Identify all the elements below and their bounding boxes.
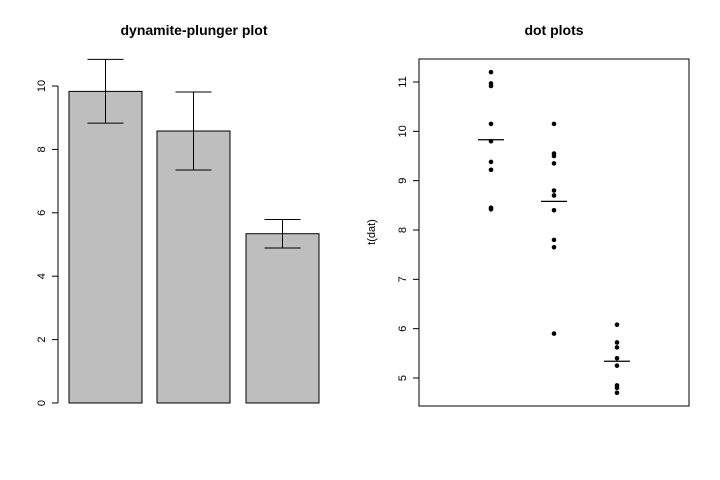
- dot-point: [614, 345, 620, 350]
- bar-marks: [68, 58, 320, 404]
- dot-point: [488, 159, 494, 165]
- bar: [156, 130, 231, 404]
- bar-y-tick-label: 2: [36, 337, 48, 343]
- dot-point: [488, 69, 494, 75]
- bar-y-tick-label: 10: [36, 80, 48, 92]
- dot-point: [551, 188, 557, 193]
- dot-point: [551, 121, 557, 127]
- bar-y-tick-label: 6: [36, 210, 48, 216]
- dot-y-tick-label: 7: [397, 276, 409, 282]
- bar-y-axis: 0 2 4 6 8 10: [36, 80, 59, 406]
- dot-point: [551, 193, 557, 198]
- bar-y-tick-label: 4: [36, 273, 48, 279]
- dot-plot-y-axis-label: t(dat): [366, 219, 378, 245]
- dot-point: [551, 331, 557, 336]
- dot-y-axis: 5 6 7 8 9 10 11: [397, 76, 419, 381]
- bar-chart-title: dynamite-plunger plot: [121, 22, 268, 38]
- dot-plot-panel: dot plots t(dat) 5 6 7 8 9 10 11: [366, 22, 690, 407]
- dot-point: [614, 355, 620, 361]
- dot-y-tick-label: 8: [397, 227, 409, 233]
- dot-point: [551, 153, 557, 159]
- bar-y-tick-label: 8: [36, 146, 48, 152]
- bar: [68, 90, 143, 404]
- bar-y-tick-label: 0: [36, 400, 48, 406]
- dot-y-tick-label: 6: [397, 326, 409, 332]
- dot-point: [551, 244, 557, 250]
- dot-point: [614, 385, 620, 391]
- bar: [245, 233, 320, 404]
- dot-point: [614, 340, 620, 345]
- dot-y-tick-label: 10: [397, 125, 409, 137]
- dot-point: [488, 167, 494, 173]
- dot-plot-frame: [418, 58, 690, 407]
- dot-plot-title: dot plots: [524, 22, 583, 38]
- dot-point: [551, 207, 557, 213]
- dot-point: [488, 121, 494, 127]
- dot-point: [551, 237, 557, 243]
- dynamite-plunger-panel: dynamite-plunger plot 0 2 4 6 8 10: [36, 22, 320, 406]
- dot-point: [614, 363, 620, 368]
- dot-point: [551, 161, 557, 166]
- dot-point: [488, 206, 494, 212]
- dot-y-tick-label: 9: [397, 178, 409, 184]
- dot-marks: [478, 69, 630, 396]
- dot-point: [614, 390, 620, 396]
- dot-y-tick-label: 5: [397, 375, 409, 381]
- dot-point: [488, 83, 494, 89]
- dot-y-tick-label: 11: [397, 76, 409, 87]
- dot-point: [614, 322, 620, 328]
